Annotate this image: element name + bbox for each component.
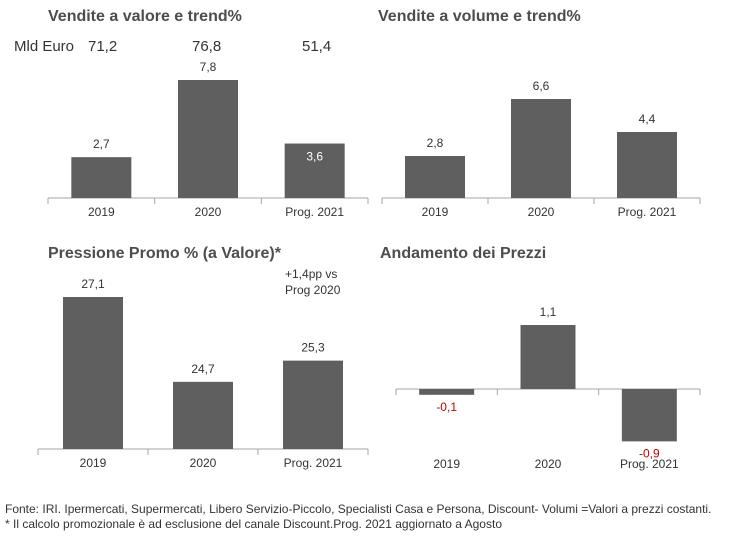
bar-prog-2021: [617, 132, 677, 198]
x-tick-label: 2020: [195, 205, 222, 219]
data-label: 7,8: [200, 60, 217, 74]
x-tick-label: 2020: [190, 456, 217, 470]
x-tick-label: 2020: [535, 457, 562, 471]
bar-2019: [419, 389, 475, 395]
bar-2020: [173, 381, 233, 449]
data-label: 1,1: [540, 305, 557, 319]
bar-prog-2021: [284, 143, 345, 198]
bar-prog-2021: [283, 360, 343, 449]
chart-title-price-trend: Andamento dei Prezzi: [380, 245, 547, 262]
x-tick-label: Prog. 2021: [284, 456, 343, 470]
data-label: -0,1: [436, 400, 457, 414]
data-label: 2,7: [93, 137, 110, 151]
footer-notes: Fonte: IRI. Ipermercati, Supermercati, L…: [5, 502, 711, 532]
bar-2020: [178, 80, 238, 198]
promo-annotation: +1,4pp vs Prog 2020: [285, 266, 340, 298]
bar-prog-2021: [621, 389, 677, 442]
bar-2019: [405, 156, 465, 198]
footer-source: Fonte: IRI. Ipermercati, Supermercati, L…: [5, 502, 712, 516]
footer-promo-note: * Il calcolo promozionale è ad esclusion…: [5, 517, 502, 531]
data-label: 27,1: [81, 277, 105, 291]
x-tick-label: 2020: [528, 205, 555, 219]
x-tick-label: 2019: [422, 205, 449, 219]
bar-2019: [71, 157, 132, 198]
chart-title-value-sales: Vendite a valore e trend%: [48, 8, 242, 25]
data-label: 24,7: [191, 362, 215, 376]
x-tick-label: Prog. 2021: [285, 205, 344, 219]
total-2020: 76,8: [192, 38, 222, 55]
promo-annotation-line-2: Prog 2020: [285, 283, 341, 297]
data-label: 2,8: [427, 136, 444, 150]
chart-title-volume-sales: Vendite a volume e trend%: [378, 8, 581, 25]
x-tick-label: 2019: [88, 205, 115, 219]
chart-title-promo-pressure: Pressione Promo % (a Valore)*: [48, 245, 281, 262]
x-tick-label: 2019: [80, 456, 107, 470]
total-2019: 71,2: [88, 38, 118, 55]
bar-2019: [63, 297, 123, 449]
x-tick-label: Prog. 2021: [620, 457, 679, 471]
x-tick-label: 2019: [433, 457, 460, 471]
bar-2020: [520, 325, 576, 389]
x-tick-label: Prog. 2021: [618, 205, 677, 219]
data-label: 4,4: [639, 112, 656, 126]
total-prog-2021: 51,4: [302, 38, 332, 55]
data-label: 25,3: [301, 341, 325, 355]
promo-annotation-line-1: +1,4pp vs: [285, 267, 338, 281]
data-label: 3,6: [306, 150, 323, 164]
bar-2020: [511, 99, 571, 198]
unit-label: Mld Euro: [14, 38, 75, 55]
data-label: 6,6: [533, 79, 550, 93]
data-label: -0,9: [639, 446, 660, 460]
